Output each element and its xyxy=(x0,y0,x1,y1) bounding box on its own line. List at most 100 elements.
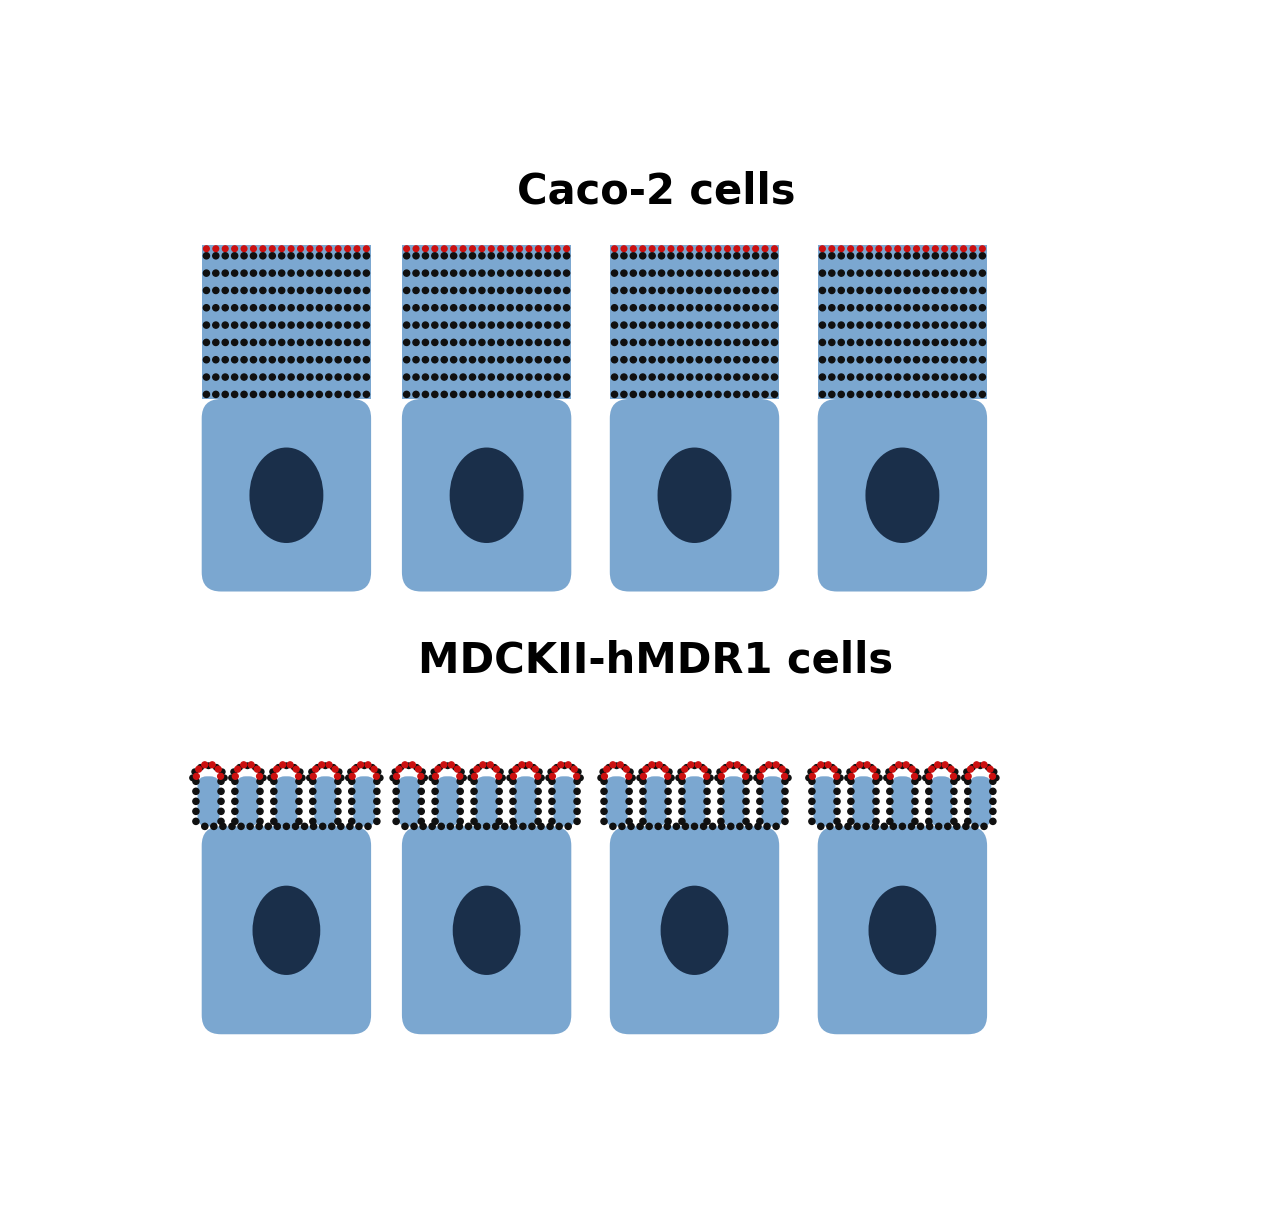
Circle shape xyxy=(436,765,443,770)
Bar xyxy=(402,245,571,399)
Circle shape xyxy=(640,818,646,824)
Circle shape xyxy=(429,775,434,781)
Circle shape xyxy=(442,340,447,346)
Circle shape xyxy=(193,818,198,824)
Circle shape xyxy=(915,775,922,781)
Circle shape xyxy=(212,253,219,259)
Circle shape xyxy=(847,246,854,251)
Circle shape xyxy=(237,765,242,770)
Circle shape xyxy=(856,762,863,767)
Circle shape xyxy=(640,773,646,779)
Circle shape xyxy=(256,823,262,829)
Circle shape xyxy=(831,766,837,772)
Circle shape xyxy=(307,288,314,294)
Circle shape xyxy=(731,762,736,768)
Circle shape xyxy=(535,357,541,363)
Circle shape xyxy=(782,773,787,779)
Circle shape xyxy=(718,818,724,824)
Circle shape xyxy=(232,778,238,784)
Circle shape xyxy=(904,322,910,328)
Circle shape xyxy=(319,762,325,767)
Circle shape xyxy=(461,775,466,781)
Circle shape xyxy=(479,391,485,397)
Circle shape xyxy=(488,340,494,346)
Circle shape xyxy=(942,305,947,311)
Circle shape xyxy=(554,340,561,346)
Circle shape xyxy=(316,253,323,259)
Circle shape xyxy=(942,246,947,251)
Circle shape xyxy=(288,246,294,251)
Circle shape xyxy=(933,246,938,251)
Circle shape xyxy=(535,778,541,784)
Circle shape xyxy=(364,340,370,346)
Circle shape xyxy=(819,288,826,294)
Circle shape xyxy=(270,246,275,251)
Circle shape xyxy=(419,818,424,824)
Circle shape xyxy=(516,288,522,294)
Circle shape xyxy=(316,246,323,251)
Circle shape xyxy=(335,374,342,380)
Circle shape xyxy=(886,374,891,380)
Circle shape xyxy=(471,818,477,824)
Circle shape xyxy=(640,270,646,277)
Circle shape xyxy=(849,773,854,779)
Circle shape xyxy=(288,322,294,328)
Circle shape xyxy=(932,357,938,363)
Circle shape xyxy=(573,788,580,794)
Circle shape xyxy=(686,340,692,346)
Circle shape xyxy=(498,246,503,251)
Circle shape xyxy=(782,799,788,805)
Circle shape xyxy=(403,288,410,294)
Circle shape xyxy=(979,246,986,251)
Circle shape xyxy=(393,778,399,784)
Circle shape xyxy=(666,799,671,805)
Circle shape xyxy=(545,775,552,781)
FancyBboxPatch shape xyxy=(202,399,371,591)
Circle shape xyxy=(348,778,355,784)
Circle shape xyxy=(838,322,845,328)
Circle shape xyxy=(717,768,722,775)
Circle shape xyxy=(535,340,541,346)
Circle shape xyxy=(545,357,550,363)
Circle shape xyxy=(204,253,210,259)
Circle shape xyxy=(413,391,419,397)
Circle shape xyxy=(895,340,901,346)
Circle shape xyxy=(863,823,869,829)
Circle shape xyxy=(847,253,854,259)
Circle shape xyxy=(218,773,224,779)
Circle shape xyxy=(696,322,703,328)
Circle shape xyxy=(716,270,721,277)
Circle shape xyxy=(470,246,475,251)
Circle shape xyxy=(431,374,438,380)
Circle shape xyxy=(728,823,733,829)
Circle shape xyxy=(649,270,655,277)
Circle shape xyxy=(626,799,632,805)
Circle shape xyxy=(554,288,561,294)
Circle shape xyxy=(838,246,844,251)
Circle shape xyxy=(982,762,987,767)
Circle shape xyxy=(756,818,763,824)
Circle shape xyxy=(772,246,777,251)
Circle shape xyxy=(497,788,502,794)
FancyBboxPatch shape xyxy=(353,776,375,827)
FancyBboxPatch shape xyxy=(931,776,952,827)
Circle shape xyxy=(563,246,570,251)
Circle shape xyxy=(554,246,561,251)
Circle shape xyxy=(678,778,685,784)
Circle shape xyxy=(364,253,370,259)
Circle shape xyxy=(232,788,238,794)
Circle shape xyxy=(867,374,873,380)
Circle shape xyxy=(923,253,929,259)
Circle shape xyxy=(413,288,419,294)
Circle shape xyxy=(489,246,494,251)
Circle shape xyxy=(214,765,219,770)
Circle shape xyxy=(873,773,878,779)
Circle shape xyxy=(442,391,447,397)
Circle shape xyxy=(535,374,541,380)
Circle shape xyxy=(460,391,466,397)
Circle shape xyxy=(989,809,996,815)
Circle shape xyxy=(329,823,335,829)
Circle shape xyxy=(422,305,429,311)
Circle shape xyxy=(470,357,476,363)
Circle shape xyxy=(347,823,353,829)
